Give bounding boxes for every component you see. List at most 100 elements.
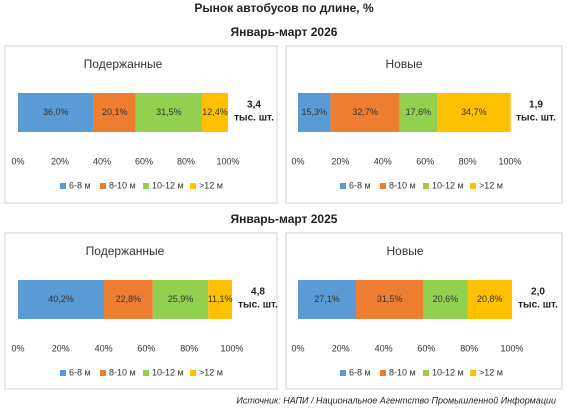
value-label: 20,8% <box>477 294 503 304</box>
bar-segment <box>399 93 438 132</box>
value-label: 36,0% <box>43 107 69 117</box>
total-label: 4,8 <box>251 287 265 298</box>
legend-label: 8-10 м <box>389 367 416 377</box>
bar-segment <box>298 93 331 132</box>
bar-segment <box>135 93 202 132</box>
section-title: Январь-март 2025 <box>231 212 338 226</box>
legend-label: 6-8 м <box>349 367 371 377</box>
value-label: 20,1% <box>102 107 128 117</box>
legend-label: 6-8 м <box>69 180 91 190</box>
legend-swatch <box>143 370 149 376</box>
legend-label: 6-8 м <box>349 180 371 190</box>
bar-segment <box>298 280 356 319</box>
legend-swatch <box>340 183 346 189</box>
value-label: 34,7% <box>461 107 487 117</box>
value-label: 22,8% <box>116 294 142 304</box>
x-tick-label: 40% <box>375 343 393 353</box>
x-tick-label: 60% <box>417 343 435 353</box>
legend-swatch <box>380 370 386 376</box>
total-label: 3,4 <box>247 100 261 111</box>
bar-segment <box>152 280 209 319</box>
legend-swatch <box>423 183 429 189</box>
chart-title: Подержанные <box>84 57 163 71</box>
value-label: 20,6% <box>433 294 459 304</box>
bar-segment <box>93 93 136 132</box>
bar-segment <box>201 93 228 132</box>
legend-swatch <box>190 183 196 189</box>
source: Источник: НАПИ / Национальное Агентство … <box>236 395 556 405</box>
panel-frame <box>285 45 563 204</box>
x-tick-label: 0% <box>291 343 304 353</box>
value-label: 15,3% <box>301 107 327 117</box>
value-label: 25,9% <box>168 294 194 304</box>
legend-label: 8-10 м <box>109 180 136 190</box>
total-label: тыс. шт. <box>518 300 558 311</box>
panel-frame <box>4 45 278 204</box>
bar-segment <box>355 280 424 319</box>
legend-swatch <box>470 370 476 376</box>
x-tick-label: 100% <box>500 343 523 353</box>
x-tick-label: 60% <box>137 343 155 353</box>
total-label: тыс. шт. <box>238 300 278 311</box>
legend-swatch <box>143 183 149 189</box>
x-tick-label: 100% <box>498 156 521 166</box>
legend-label: >12 м <box>479 367 503 377</box>
legend-swatch <box>423 370 429 376</box>
x-tick-label: 20% <box>51 156 69 166</box>
bar-segment <box>437 93 511 132</box>
legend-label: >12 м <box>199 367 223 377</box>
value-label: 31,5% <box>377 294 403 304</box>
bar-segment <box>208 280 232 319</box>
legend-label: >12 м <box>199 180 223 190</box>
chart-title: Новые <box>385 57 422 71</box>
value-label: 40,2% <box>48 294 74 304</box>
x-tick-label: 80% <box>459 156 477 166</box>
x-tick-label: 100% <box>220 343 243 353</box>
legend-label: >12 м <box>479 180 503 190</box>
legend-label: 10-12 м <box>152 367 184 377</box>
x-tick-label: 80% <box>460 343 478 353</box>
value-label: 32,7% <box>352 107 378 117</box>
legend-swatch <box>190 370 196 376</box>
x-tick-label: 20% <box>332 343 350 353</box>
value-label: 31,5% <box>156 107 182 117</box>
x-tick-label: 0% <box>11 343 24 353</box>
bar-segment <box>104 280 153 319</box>
legend-label: 10-12 м <box>432 367 464 377</box>
x-tick-label: 80% <box>177 156 195 166</box>
x-tick-label: 20% <box>331 156 349 166</box>
bar-segment <box>330 93 400 132</box>
x-tick-label: 40% <box>374 156 392 166</box>
value-label: 11,1% <box>208 294 233 304</box>
panel-frame <box>285 232 563 390</box>
bar-segment <box>423 280 468 319</box>
x-tick-label: 80% <box>180 343 198 353</box>
total-label: тыс. шт. <box>234 113 274 124</box>
x-tick-label: 60% <box>416 156 434 166</box>
legend-swatch <box>100 370 106 376</box>
legend-swatch <box>380 183 386 189</box>
legend-label: 10-12 м <box>152 180 184 190</box>
x-tick-label: 0% <box>11 156 24 166</box>
value-label: 12,4% <box>202 107 228 117</box>
legend-swatch <box>60 183 66 189</box>
bar-segment <box>18 93 94 132</box>
total-label: тыс. шт. <box>516 113 556 124</box>
total-label: 1,9 <box>529 100 543 111</box>
x-tick-label: 0% <box>291 156 304 166</box>
x-tick-label: 40% <box>93 156 111 166</box>
legend-label: 6-8 м <box>69 367 91 377</box>
legend-swatch <box>340 370 346 376</box>
legend-swatch <box>100 183 106 189</box>
chart-title: Подержанные <box>86 244 165 258</box>
legend-label: 8-10 м <box>389 180 416 190</box>
section-title: Январь-март 2026 <box>231 25 338 39</box>
legend-swatch <box>470 183 476 189</box>
panel-frame <box>4 232 278 390</box>
value-label: 27,1% <box>314 294 340 304</box>
bar-segment <box>467 280 512 319</box>
x-tick-label: 40% <box>95 343 113 353</box>
legend-swatch <box>60 370 66 376</box>
chart-title: Новые <box>386 244 423 258</box>
